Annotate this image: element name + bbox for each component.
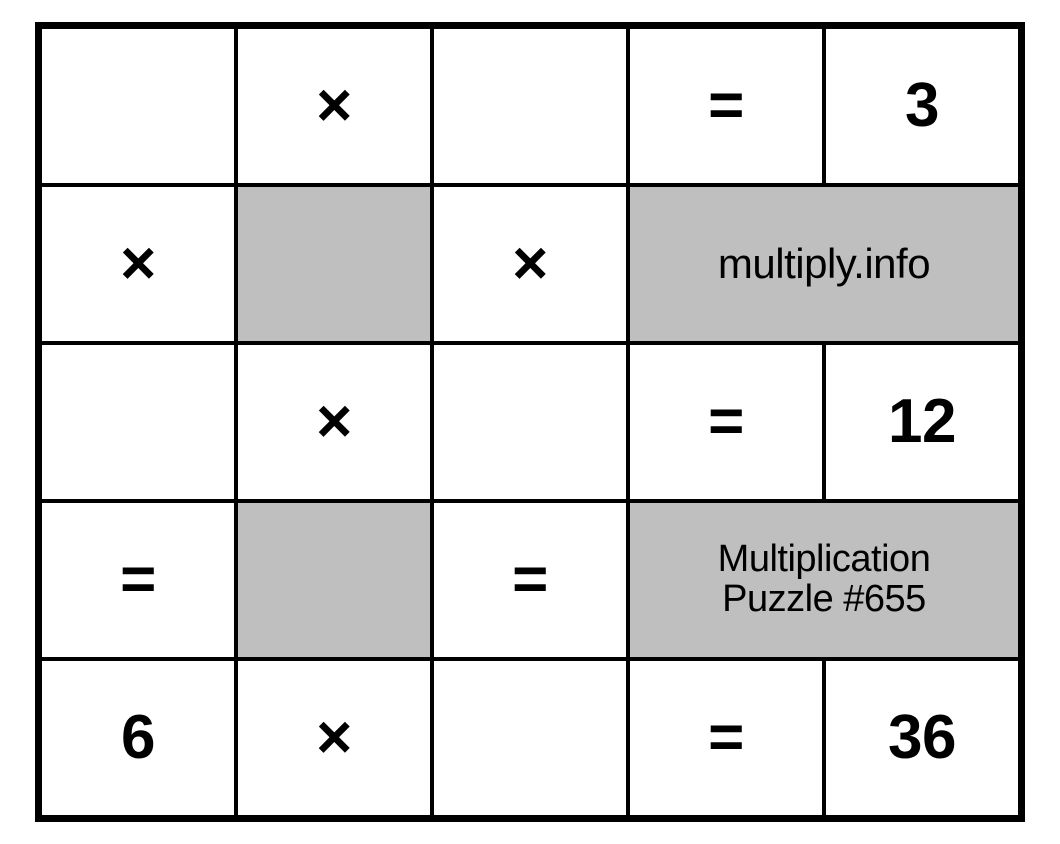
multiply-symbol: × [432,185,628,343]
multiply-symbol: × [236,27,432,185]
input-cell-r0c2[interactable] [432,27,628,185]
input-cell-r0c0[interactable] [40,27,236,185]
site-label: multiply.info [628,185,1020,343]
puzzle-title: Multiplication Puzzle #655 [628,501,1020,659]
equals-symbol: = [628,343,824,501]
multiply-symbol: × [236,343,432,501]
result-cell-r2: 12 [824,343,1020,501]
equals-symbol: = [628,659,824,817]
input-cell-r2c0[interactable] [40,343,236,501]
multiply-symbol: × [40,185,236,343]
blocked-cell [236,501,432,659]
input-cell-r2c2[interactable] [432,343,628,501]
input-cell-r4c2[interactable] [432,659,628,817]
multiply-symbol: × [236,659,432,817]
result-cell-r0: 3 [824,27,1020,185]
equals-symbol: = [40,501,236,659]
puzzle-container: × = 3 × × multiply.info × = 12 = = Multi… [0,0,1060,844]
result-cell-c0: 6 [40,659,236,817]
puzzle-title-line1: Multiplication [718,540,931,580]
blocked-cell [236,185,432,343]
puzzle-title-line2: Puzzle #655 [718,580,931,620]
equals-symbol: = [432,501,628,659]
multiplication-grid: × = 3 × × multiply.info × = 12 = = Multi… [35,22,1025,822]
result-cell-r4: 36 [824,659,1020,817]
equals-symbol: = [628,27,824,185]
